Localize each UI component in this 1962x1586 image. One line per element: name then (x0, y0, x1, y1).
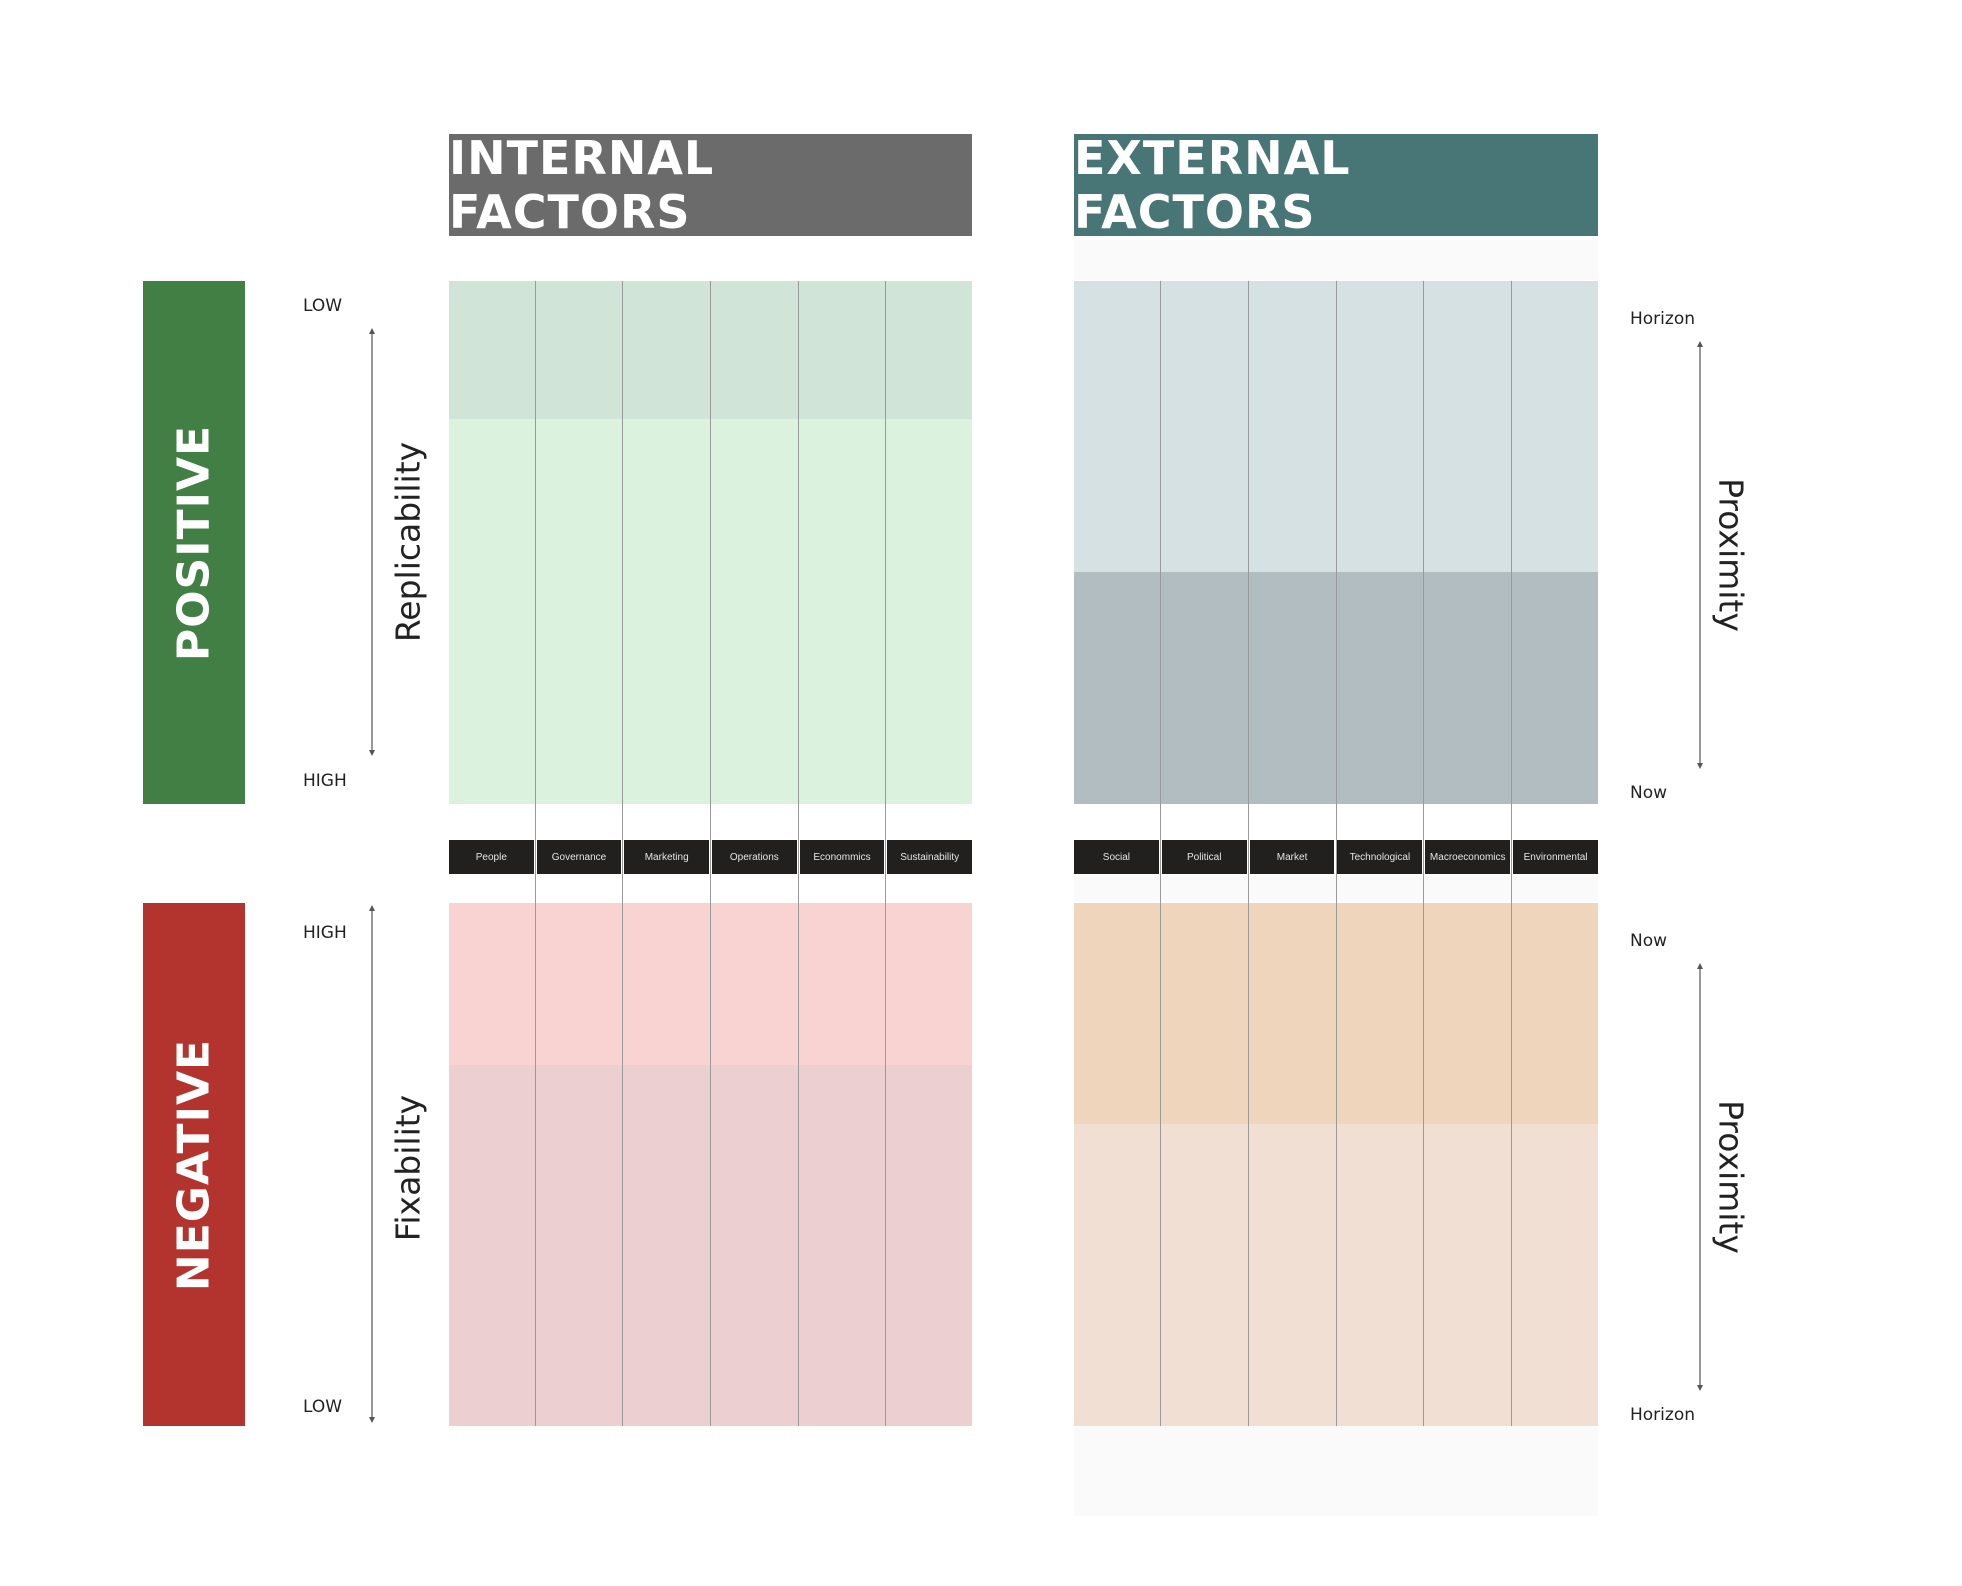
column-divider (1423, 281, 1424, 1426)
column-divider (622, 281, 623, 1426)
category-macroeconomics: Macroeconomics (1425, 840, 1511, 874)
column-divider (1248, 281, 1249, 1426)
replicability-low-label: LOW (303, 296, 343, 316)
external-backdrop-bottom (1074, 1426, 1598, 1516)
external-category-bar: Social Political Market Technological Ma… (1074, 840, 1598, 874)
column-divider (798, 281, 799, 1426)
category-sustainability: Sustainability (887, 840, 973, 874)
column-divider (1511, 281, 1512, 1426)
external-factors-header: EXTERNAL FACTORS (1074, 131, 1598, 239)
proximity-bottom-now-label: Now (1630, 931, 1668, 951)
category-marketing: Marketing (624, 840, 710, 874)
negative-row-label: NEGATIVE (143, 903, 245, 1426)
fixability-axis-title: Fixability (388, 1094, 428, 1242)
internal-column-dividers (449, 281, 972, 1426)
column-divider (710, 281, 711, 1426)
category-governance: Governance (536, 840, 622, 874)
category-econommics: Econommics (799, 840, 885, 874)
proximity-bottom-arrow (1697, 963, 1703, 1391)
category-market: Market (1249, 840, 1335, 874)
positive-row-label: POSITIVE (143, 281, 245, 804)
column-divider (1160, 281, 1161, 1426)
internal-factors-header: INTERNAL FACTORS (449, 131, 972, 239)
fixability-high-label: HIGH (303, 923, 347, 943)
category-political: Political (1161, 840, 1247, 874)
category-environmental: Environmental (1513, 840, 1598, 874)
proximity-top-arrow (1697, 341, 1703, 769)
replicability-axis-title: Replicability (388, 441, 428, 643)
replicability-high-label: HIGH (303, 771, 347, 791)
category-social: Social (1074, 840, 1159, 874)
fixability-low-label: LOW (303, 1397, 343, 1417)
category-operations: Operations (712, 840, 797, 874)
proximity-bottom-axis-title: Proximity (1711, 1100, 1751, 1254)
proximity-bottom-horizon-label: Horizon (1630, 1405, 1695, 1425)
column-divider (885, 281, 886, 1426)
column-divider (1336, 281, 1337, 1426)
fixability-arrow (369, 905, 375, 1423)
external-backdrop-top (1074, 240, 1598, 280)
column-divider (535, 281, 536, 1426)
category-people: People (449, 840, 534, 874)
external-column-dividers (1074, 281, 1598, 1426)
proximity-top-now-label: Now (1630, 783, 1668, 803)
replicability-arrow (369, 328, 375, 756)
proximity-top-horizon-label: Horizon (1630, 309, 1695, 329)
proximity-top-axis-title: Proximity (1711, 478, 1751, 632)
category-technological: Technological (1337, 840, 1423, 874)
internal-category-bar: People Governance Marketing Operations E… (449, 840, 973, 874)
